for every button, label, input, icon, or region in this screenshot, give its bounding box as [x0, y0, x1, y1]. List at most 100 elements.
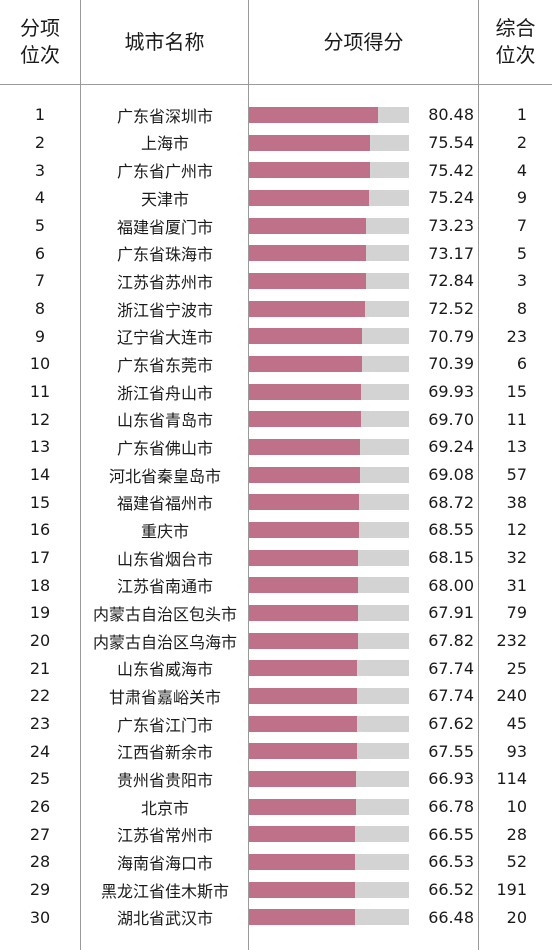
- score-bar: [249, 245, 367, 262]
- score-bar: [249, 494, 359, 511]
- score-value: 68.00: [428, 575, 474, 595]
- score-value: 66.93: [428, 769, 474, 789]
- overall-rank: 7: [516, 216, 527, 235]
- table-row: 26 北京市 66.78 10: [0, 793, 552, 821]
- city-name: 重庆市: [140, 521, 189, 541]
- score-value: 70.79: [428, 326, 474, 346]
- rank-cell: 7: [34, 271, 46, 291]
- overall-rank: 15: [506, 382, 527, 402]
- score-bar: [249, 439, 360, 456]
- table-row: 24 江西省新余市 67.55 93: [0, 737, 552, 765]
- rank-cell: 9: [34, 326, 46, 346]
- table-row: 8 浙江省宁波市 72.52 8: [0, 295, 552, 323]
- score-value: 70.39: [428, 354, 474, 374]
- rank-cell: 4: [34, 188, 46, 208]
- score-bar: [249, 549, 359, 566]
- score-bar: [249, 771, 357, 788]
- score-bar-track: [249, 605, 409, 622]
- table-row: 16 重庆市 68.55 12: [0, 516, 552, 544]
- score-value: 66.48: [428, 907, 474, 927]
- score-bar-track: [249, 522, 409, 539]
- city-name: 浙江省宁波市: [116, 300, 213, 320]
- score-value: 68.15: [428, 548, 474, 568]
- score-value: 67.74: [428, 658, 474, 678]
- overall-rank: 38: [506, 492, 527, 512]
- city-name: 浙江省舟山市: [116, 383, 213, 403]
- overall-rank: 32: [506, 548, 527, 568]
- table-row: 25 贵州省贵阳市 66.93 114: [0, 765, 552, 793]
- score-value: 67.91: [428, 603, 474, 623]
- city-name: 广东省佛山市: [116, 438, 213, 458]
- table-row: 30 湖北省武汉市 66.48 20: [0, 903, 552, 931]
- score-value: 75.54: [428, 132, 474, 152]
- score-value: 73.23: [428, 216, 474, 235]
- score-value: 69.08: [428, 465, 474, 485]
- score-bar: [249, 383, 361, 400]
- table-row: 1 广东省深圳市 80.48 1: [0, 101, 552, 129]
- city-name: 福建省福州市: [116, 494, 213, 514]
- score-bar: [249, 107, 378, 123]
- city-name: 甘肃省嘉峪关市: [108, 687, 221, 707]
- score-bar-track: [249, 356, 409, 373]
- table-row: 23 广东省江门市 67.62 45: [0, 710, 552, 738]
- score-bar: [249, 909, 356, 926]
- score-bar-track: [249, 190, 409, 206]
- overall-rank: 93: [506, 741, 527, 761]
- overall-rank: 57: [506, 465, 527, 485]
- score-value: 73.17: [428, 243, 474, 263]
- score-value: 66.52: [428, 880, 474, 900]
- overall-rank: 4: [516, 160, 527, 180]
- score-bar-track: [249, 273, 409, 290]
- score-value: 80.48: [428, 105, 474, 125]
- score-value: 72.84: [428, 271, 474, 291]
- score-bar: [249, 826, 356, 843]
- score-bar: [249, 798, 356, 815]
- overall-rank: 13: [506, 437, 527, 457]
- table-row: 4 天津市 75.24 9: [0, 184, 552, 212]
- city-name: 内蒙古自治区乌海市: [92, 632, 237, 652]
- score-value: 72.52: [428, 299, 474, 319]
- city-name: 辽宁省大连市: [116, 328, 213, 348]
- score-bar-track: [249, 549, 409, 566]
- city-name: 江苏省常州市: [116, 826, 213, 846]
- rank-cell: 19: [29, 603, 51, 623]
- score-bar: [249, 411, 361, 428]
- score-bar-track: [249, 466, 409, 483]
- rank-cell: 26: [29, 797, 51, 817]
- table-row: 6 广东省珠海市 73.17 5: [0, 239, 552, 267]
- table-row: 27 江苏省常州市 66.55 28: [0, 820, 552, 848]
- rank-cell: 29: [29, 880, 51, 900]
- city-name: 湖北省武汉市: [116, 909, 213, 929]
- score-bar: [249, 715, 358, 732]
- overall-rank: 114: [496, 769, 527, 789]
- header-divider: [0, 84, 552, 85]
- score-value: 67.55: [428, 741, 474, 761]
- city-name: 广东省江门市: [116, 715, 213, 735]
- score-bar-track: [249, 439, 409, 456]
- score-bar-track: [249, 909, 409, 926]
- score-value: 69.70: [428, 409, 474, 429]
- table-row: 7 江苏省苏州市 72.84 3: [0, 267, 552, 295]
- score-bar: [249, 134, 370, 151]
- city-name: 河北省秦皇岛市: [108, 466, 221, 486]
- score-bar-track: [249, 577, 409, 594]
- table-row: 29 黑龙江省佳木斯市 66.52 191: [0, 876, 552, 904]
- score-bar: [249, 466, 360, 483]
- rank-cell: 11: [29, 382, 51, 402]
- score-bar: [249, 217, 367, 234]
- rank-cell: 28: [29, 852, 51, 872]
- city-name: 广东省东莞市: [116, 355, 213, 375]
- table-row: 3 广东省广州市 75.42 4: [0, 156, 552, 184]
- score-bar: [249, 632, 358, 649]
- rank-cell: 5: [34, 216, 46, 235]
- column-divider: [248, 0, 249, 950]
- city-name: 上海市: [140, 134, 189, 154]
- score-bar: [249, 660, 358, 677]
- city-name: 江苏省南通市: [116, 577, 213, 597]
- score-bar-track: [249, 107, 409, 123]
- score-bar-track: [249, 660, 409, 677]
- rank-cell: 14: [29, 465, 51, 485]
- score-bar: [249, 605, 358, 622]
- rank-cell: 8: [34, 299, 46, 319]
- overall-rank: 2: [516, 132, 527, 152]
